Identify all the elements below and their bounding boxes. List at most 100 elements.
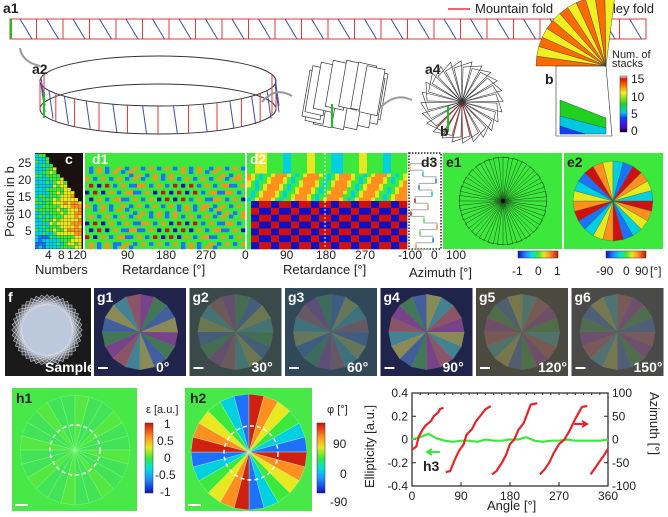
h1-colorbar-tick: -1: [160, 485, 171, 499]
heatmap-cell: [363, 170, 368, 174]
heatmap-cell: [335, 173, 340, 178]
heatmap-cell: [42, 181, 46, 185]
heatmap-cell: [233, 183, 238, 188]
heatmap-cell: [251, 153, 256, 157]
heatmap-cell: [283, 231, 288, 236]
heatmap-cell: [157, 183, 162, 188]
heatmap-cell: [391, 221, 396, 226]
heatmap-cell: [355, 166, 360, 171]
heatmap-cell: [63, 204, 68, 208]
heatmap-cell: [259, 221, 264, 226]
heatmap-cell: [335, 238, 340, 243]
heatmap-cell: [387, 207, 392, 212]
azimuth-line-segment: [411, 406, 444, 451]
d3-xtick: -100: [398, 248, 422, 262]
sheet-sector: [426, 296, 454, 332]
heatmap-cell: [299, 187, 304, 192]
panel-label-f: f: [8, 289, 13, 305]
heatmap-cell: [311, 207, 316, 212]
heatmap-cell: [395, 166, 400, 171]
heatmap-cell: [327, 190, 332, 195]
heatmap-cell: [299, 231, 304, 236]
heatmap-cell: [247, 187, 252, 192]
heatmap-cell: [89, 214, 94, 219]
heatmap-cell: [263, 242, 268, 246]
heatmap-cell: [217, 228, 222, 233]
heatmap-cell: [259, 163, 264, 168]
heatmap-cell: [375, 238, 380, 243]
heatmap-cell: [395, 170, 400, 174]
heatmap-cell: [319, 170, 324, 174]
panel-label-d1: d1: [92, 151, 109, 167]
heatmap-cell: [185, 204, 190, 209]
heatmap-cell: [42, 238, 46, 242]
heatmap-cell: [283, 194, 288, 198]
heatmap-cell: [74, 235, 78, 239]
heatmap-cell: [181, 228, 186, 233]
heatmap-cell: [291, 163, 296, 168]
heatmap-cell: [247, 159, 252, 164]
heatmap-cell: [319, 166, 324, 171]
panel-facet: [461, 101, 479, 144]
heatmap-cell: [327, 245, 332, 250]
heatmap-cell: [165, 197, 170, 202]
heatmap-cell: [403, 238, 408, 243]
heatmap-cell: [129, 235, 134, 240]
heatmap-cell: [339, 170, 344, 174]
heatmap-cell: [399, 190, 404, 195]
heatmap-cell: [93, 177, 98, 181]
heatmap-cell: [295, 180, 300, 185]
fold-strip-a1: [9, 18, 647, 40]
heatmap-cell: [109, 207, 114, 212]
heatmap-cell: [363, 221, 368, 226]
heatmap-cell: [53, 184, 57, 188]
heatmap-cell: [145, 235, 150, 240]
heatmap-cell: [49, 215, 53, 219]
e2-colorbar: [605, 250, 647, 259]
heatmap-cell: [359, 201, 364, 205]
heatmap-cell: [197, 166, 202, 171]
heatmap-cell: [375, 173, 380, 178]
heatmap-cell: [351, 177, 356, 181]
heatmap-cell: [391, 245, 396, 250]
heatmap-cell: [283, 177, 288, 181]
heatmap-cell: [351, 156, 356, 161]
heatmap-cell: [67, 232, 71, 236]
heatmap-cell: [327, 163, 332, 168]
heatmap-cell: [263, 235, 268, 240]
heatmap-cell: [205, 228, 210, 233]
heatmap-cell: [173, 183, 178, 188]
heatmap-cell: [295, 159, 300, 164]
heatmap-cell: [169, 221, 174, 226]
heatmap-cell: [351, 201, 356, 205]
heatmap-cell: [367, 166, 372, 171]
heatmap-cell: [331, 228, 336, 233]
heatmap-cell: [307, 225, 312, 229]
heatmap-cell: [363, 201, 368, 205]
heatmap-cell: [291, 204, 296, 209]
heatmap-cell: [287, 194, 292, 198]
heatmap-cell: [379, 197, 384, 202]
heatmap-cell: [343, 194, 348, 198]
heatmap-cell: [267, 173, 272, 178]
heatmap-cell: [335, 163, 340, 168]
heatmap-cell: [339, 214, 344, 219]
heatmap-cell: [287, 201, 292, 205]
heatmap-cell: [355, 245, 360, 250]
heatmap-cell: [35, 187, 39, 191]
heatmap-cell: [42, 211, 46, 215]
heatmap-cell: [67, 215, 71, 219]
heatmap-cell: [237, 190, 242, 195]
heatmap-cell: [387, 228, 392, 233]
valley-fold-line: [258, 18, 271, 40]
heatmap-cell: [255, 159, 260, 164]
heatmap-cell: [263, 177, 268, 181]
heatmap-cell: [38, 174, 42, 178]
heatmap-cell: [351, 183, 356, 188]
heatmap-cell: [315, 194, 320, 198]
azimuth-line-segment: [539, 404, 588, 476]
sheet-sector: [617, 332, 645, 368]
heatmap-cell: [315, 173, 320, 178]
heatmap-cell: [255, 180, 260, 185]
valley-fold-line: [390, 18, 404, 40]
